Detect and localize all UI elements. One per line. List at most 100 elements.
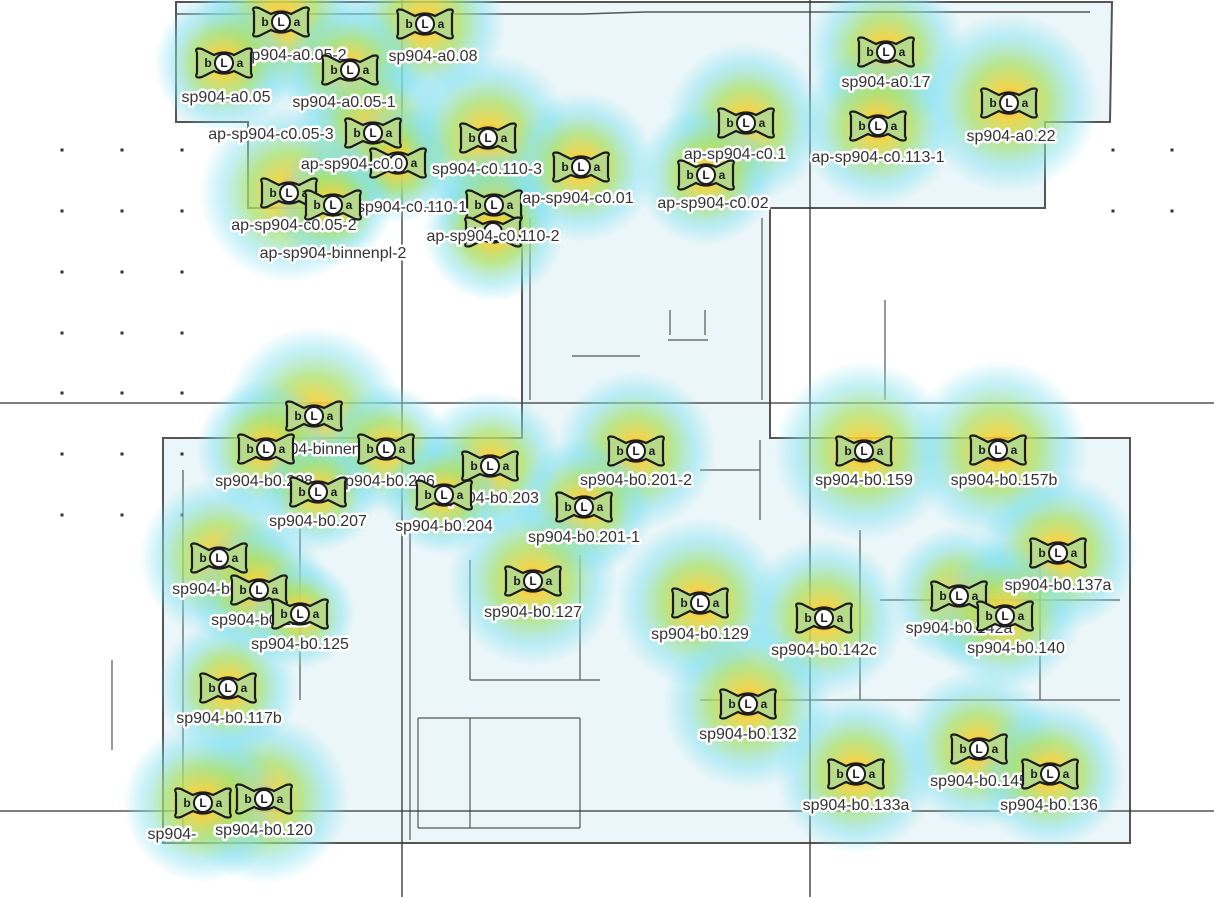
svg-text:b: b [866,45,873,59]
access-point-label: sp904-c0.110-3 [432,161,542,178]
svg-text:L: L [702,168,709,182]
access-point-label: ap-sp904-c0.05-2 [231,217,357,234]
svg-text:L: L [277,15,284,29]
svg-text:a: a [438,17,445,31]
svg-text:L: L [394,156,401,170]
access-point-label: sp904-a0.05 [182,89,271,106]
svg-text:L: L [215,551,222,565]
svg-text:a: a [386,126,393,140]
svg-text:L: L [489,225,496,239]
svg-text:a: a [411,156,418,170]
svg-text:a: a [232,551,239,565]
svg-text:L: L [310,409,317,423]
svg-text:L: L [346,63,353,77]
svg-text:b: b [239,583,246,597]
svg-text:b: b [405,17,412,31]
access-point-label: sp904-a0.05-1 [292,94,395,111]
svg-text:a: a [237,56,244,70]
